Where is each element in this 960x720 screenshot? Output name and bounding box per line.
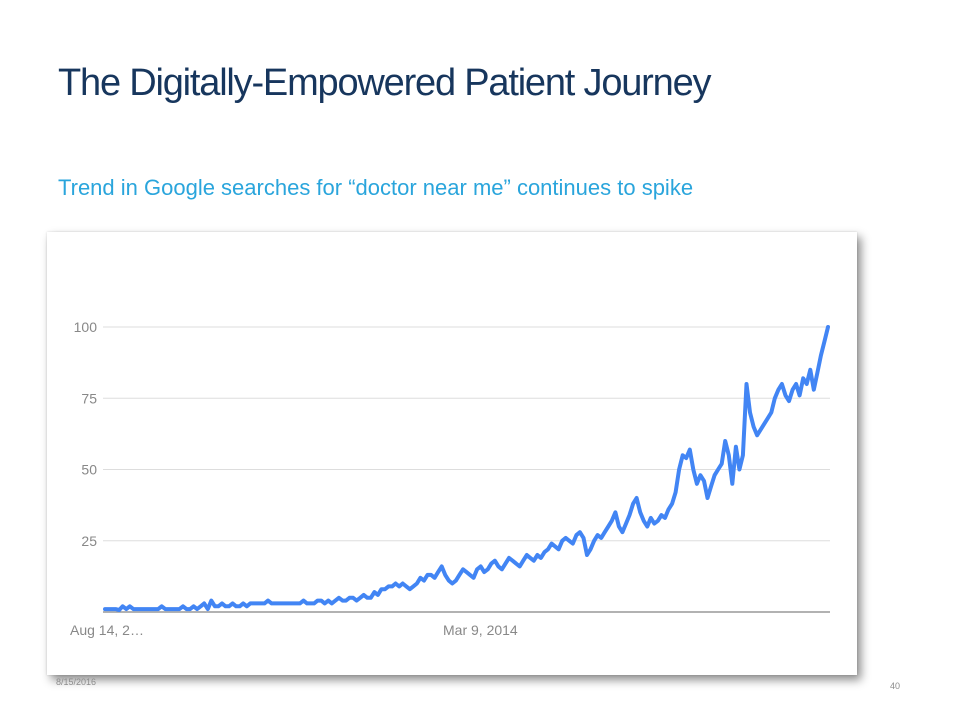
trend-chart: 25 50 75 100 Aug 14, 2… Mar 9, 2014 [47,232,857,675]
x-axis-tick-labels: Aug 14, 2… Mar 9, 2014 [70,622,518,638]
y-tick-label: 75 [81,390,97,406]
y-tick-label: 100 [74,319,98,335]
trend-chart-svg: 25 50 75 100 Aug 14, 2… Mar 9, 2014 [70,319,830,638]
page-number: 40 [890,681,901,691]
x-tick-label: Aug 14, 2… [70,622,144,638]
slide-title: The Digitally-Empowered Patient Journey [58,62,712,104]
y-tick-label: 50 [81,462,97,478]
y-axis-tick-labels: 25 50 75 100 [74,319,98,549]
slide-subtitle: Trend in Google searches for “doctor nea… [58,175,694,200]
y-tick-label: 25 [81,533,97,549]
footer-date: 8/15/2016 [56,677,97,687]
chart-gridlines [103,326,830,542]
x-tick-label: Mar 9, 2014 [443,622,518,638]
series-line-doctor-near-me [103,325,830,612]
